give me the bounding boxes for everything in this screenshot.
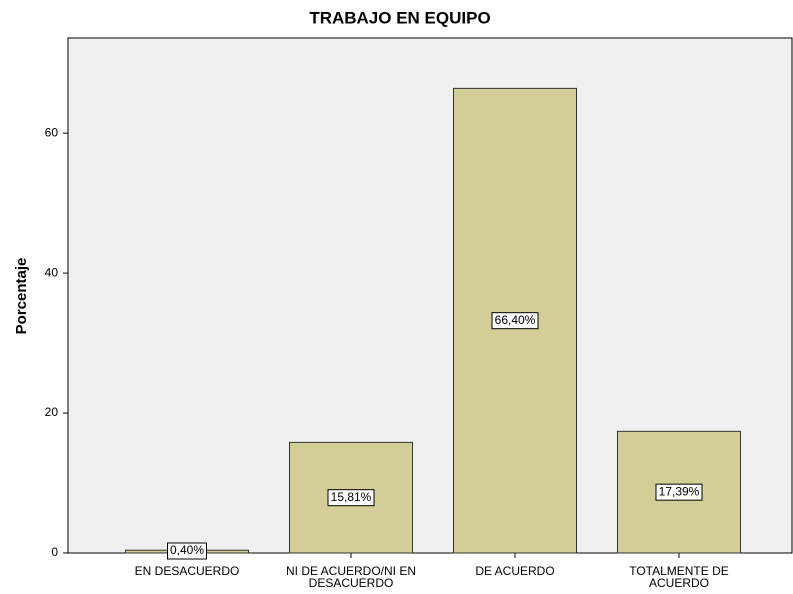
value-label-box [655,483,703,501]
y-tick-label: 60 [45,125,59,139]
chart-title: TRABAJO EN EQUIPO [309,8,490,27]
value-label: 17,39% [659,484,700,498]
value-label-box [327,489,375,507]
y-tick-label: 40 [45,265,59,279]
value-label: 0,40% [170,543,204,557]
x-tick-label: NI DE ACUERDO/NI EN DESACUERDO [286,564,416,590]
y-axis-label: Porcentaje [13,258,30,335]
x-tick-label: DE ACUERDO [475,564,554,578]
value-label-box [491,312,539,330]
value-label: 66,40% [495,313,536,327]
value-label: 15,81% [331,490,372,504]
x-tick-label: EN DESACUERDO [135,564,240,578]
x-tick-label: TOTALMENTE DE ACUERDO [629,564,729,590]
y-tick-label: 20 [45,405,59,419]
value-label-box [167,542,207,560]
y-tick-label: 0 [51,545,58,559]
